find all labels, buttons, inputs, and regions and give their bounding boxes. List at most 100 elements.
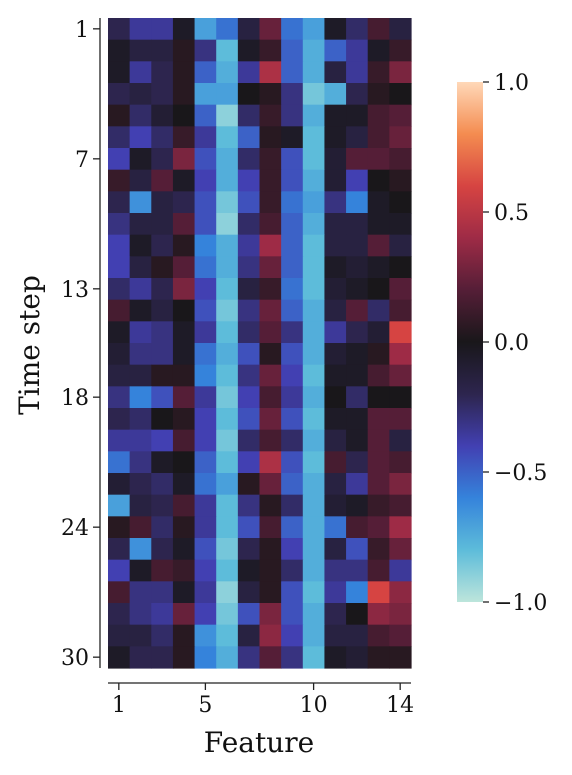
heatmap-cell <box>281 451 304 474</box>
x-axis-label: Feature <box>204 726 314 759</box>
heatmap-cell <box>172 148 196 171</box>
heatmap-cell <box>129 83 152 106</box>
heatmap-cell <box>108 386 131 409</box>
heatmap-cell <box>194 126 217 149</box>
heatmap-cell <box>194 321 217 344</box>
heatmap-cell <box>302 83 326 106</box>
heatmap-cell <box>172 191 196 214</box>
heatmap-cell <box>216 61 239 84</box>
heatmap-cell <box>108 126 131 149</box>
heatmap-cell <box>302 494 326 517</box>
heatmap-cell <box>172 516 196 539</box>
heatmap-cell <box>108 646 131 669</box>
heatmap-cell <box>237 646 261 669</box>
heatmap-cell <box>172 299 196 322</box>
heatmap-cell <box>194 39 217 62</box>
heatmap-cell <box>108 451 131 474</box>
heatmap-cell <box>346 278 369 301</box>
heatmap-cell <box>367 126 390 149</box>
heatmap-cell <box>151 299 174 322</box>
heatmap-cell <box>129 559 152 582</box>
heatmap-cell <box>389 646 412 669</box>
heatmap-cell <box>281 191 304 214</box>
heatmap-cell <box>129 256 152 279</box>
heatmap-cell <box>172 538 196 561</box>
heatmap-cell <box>367 473 390 496</box>
heatmap-cell <box>194 516 217 539</box>
heatmap-cell <box>237 18 261 41</box>
heatmap-cell <box>302 343 326 366</box>
heatmap-cell <box>259 603 282 626</box>
heatmap-cell <box>194 234 217 257</box>
heatmap-cell <box>108 408 131 431</box>
heatmap-cell <box>259 256 282 279</box>
heatmap-cell <box>151 256 174 279</box>
heatmap-cell <box>367 213 390 236</box>
heatmap-cell <box>346 104 369 127</box>
heatmap-cell <box>302 538 326 561</box>
heatmap-cell <box>367 148 390 171</box>
heatmap-cell <box>216 104 239 127</box>
heatmap-cell <box>129 624 152 647</box>
heatmap-cell <box>129 646 152 669</box>
heatmap-cell <box>108 364 131 387</box>
heatmap-cell <box>151 559 174 582</box>
heatmap-cell <box>389 278 412 301</box>
heatmap-cell <box>108 299 131 322</box>
heatmap-cell <box>367 624 390 647</box>
heatmap-cell <box>237 148 261 171</box>
y-tick-label: 1 <box>75 18 89 43</box>
heatmap-cell <box>129 191 152 214</box>
heatmap-cell <box>151 278 174 301</box>
heatmap-cell <box>172 581 196 604</box>
heatmap-cell <box>237 516 261 539</box>
heatmap-cell <box>281 538 304 561</box>
heatmap-cell <box>216 451 239 474</box>
heatmap-cell <box>389 451 412 474</box>
heatmap-cell <box>281 126 304 149</box>
heatmap-cell <box>324 256 347 279</box>
heatmap-cell <box>346 429 369 452</box>
heatmap-cell <box>324 386 347 409</box>
heatmap-cell <box>281 494 304 517</box>
heatmap-cell <box>194 473 217 496</box>
heatmap-cell <box>108 343 131 366</box>
heatmap-cell <box>259 581 282 604</box>
x-axis: 1 5 10 14 <box>108 682 414 718</box>
heatmap-cell <box>324 559 347 582</box>
heatmap-cell <box>216 603 239 626</box>
heatmap-cell <box>172 278 196 301</box>
heatmap-cell <box>108 104 131 127</box>
heatmap-cell <box>108 18 131 41</box>
heatmap-cell <box>259 429 282 452</box>
heatmap-cell <box>108 61 131 84</box>
heatmap-cell <box>302 18 326 41</box>
heatmap-cell <box>172 603 196 626</box>
heatmap-cell <box>367 39 390 62</box>
heatmap-cell <box>259 39 282 62</box>
heatmap-cell <box>129 538 152 561</box>
heatmap-cell <box>367 559 390 582</box>
heatmap-cell <box>129 516 152 539</box>
heatmap-cell <box>151 624 174 647</box>
heatmap-cell <box>151 646 174 669</box>
heatmap-cell <box>302 646 326 669</box>
heatmap-cell <box>194 408 217 431</box>
heatmap-cell <box>237 624 261 647</box>
heatmap-cell <box>129 278 152 301</box>
heatmap-cell <box>151 169 174 192</box>
heatmap-cell <box>259 408 282 431</box>
heatmap-cell <box>194 494 217 517</box>
heatmap-cell <box>194 213 217 236</box>
heatmap-cell <box>129 429 152 452</box>
heatmap-cell <box>216 213 239 236</box>
heatmap-cell <box>151 343 174 366</box>
heatmap-cell <box>367 386 390 409</box>
colorbar-tick-label: 1.0 <box>494 71 529 96</box>
heatmap-cell <box>151 126 174 149</box>
heatmap-cell <box>367 451 390 474</box>
heatmap-cell <box>129 126 152 149</box>
heatmap-cell <box>389 18 412 41</box>
heatmap-cell <box>346 148 369 171</box>
